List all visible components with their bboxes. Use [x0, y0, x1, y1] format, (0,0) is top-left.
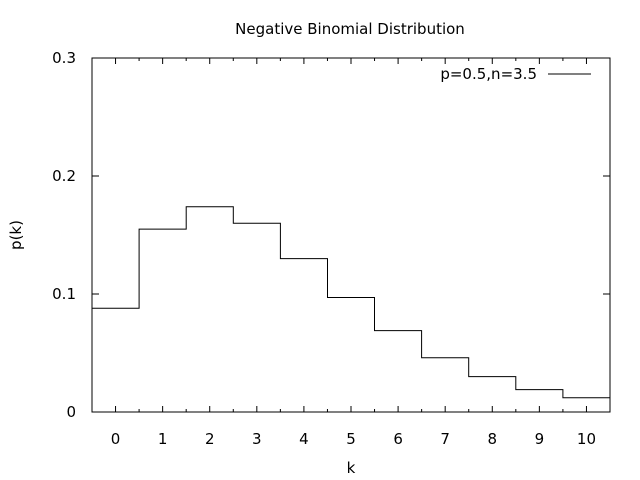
x-axis-label: k — [347, 459, 356, 477]
y-tick-label: 0.1 — [52, 285, 76, 303]
x-tick-label: 5 — [346, 430, 356, 448]
y-axis: 0 0.1 0.2 0.3 — [52, 49, 610, 421]
y-tick-label: 0.2 — [52, 167, 76, 185]
x-tick-label: 9 — [535, 430, 545, 448]
plot-frame — [91, 57, 611, 413]
legend: p=0.5,n=3.5 — [440, 65, 591, 83]
series-line — [92, 206, 611, 404]
x-tick-label: 7 — [440, 430, 450, 448]
series-layer — [92, 206, 611, 404]
y-axis-label: p(k) — [7, 220, 25, 250]
x-tick-label: 6 — [393, 430, 403, 448]
y-tick-label: 0 — [66, 403, 76, 421]
x-tick-label: 3 — [252, 430, 262, 448]
chart-title: Negative Binomial Distribution — [235, 20, 465, 38]
x-tick-label: 0 — [111, 430, 121, 448]
x-tick-label: 1 — [158, 430, 168, 448]
x-tick-label: 10 — [577, 430, 596, 448]
x-tick-label: 4 — [299, 430, 309, 448]
legend-label: p=0.5,n=3.5 — [440, 65, 537, 83]
x-tick-label: 2 — [205, 430, 215, 448]
x-tick-label: 8 — [487, 430, 497, 448]
x-axis: 0 1 2 3 4 5 6 7 8 9 10 — [111, 58, 596, 448]
y-tick-label: 0.3 — [52, 49, 76, 67]
